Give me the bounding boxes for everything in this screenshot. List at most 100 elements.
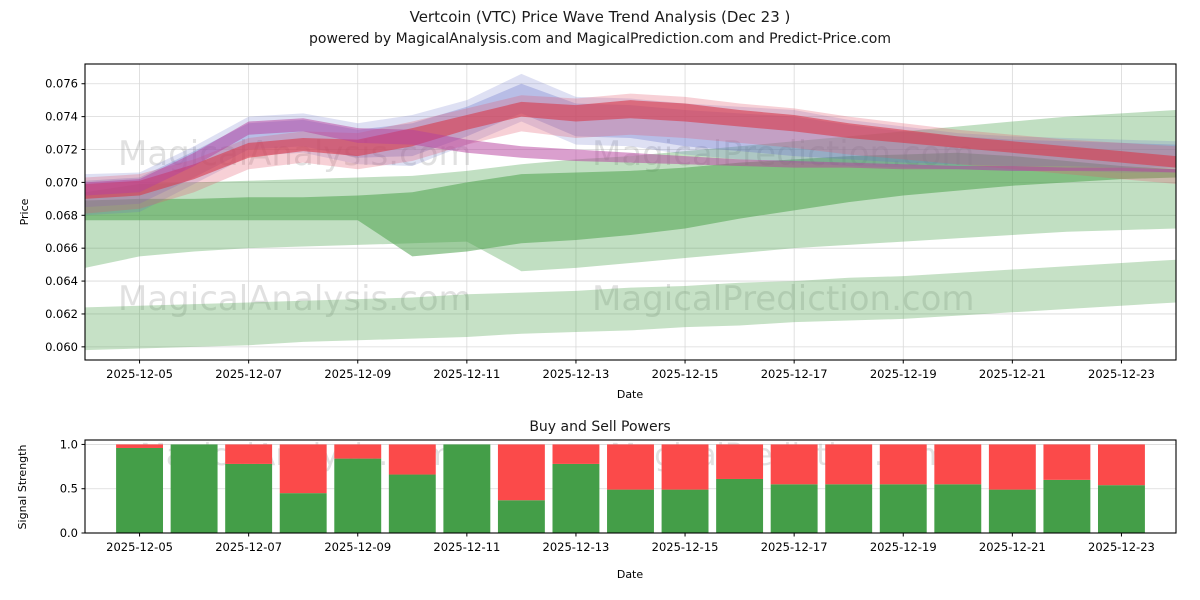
bar-group[interactable] bbox=[334, 444, 382, 533]
bar-group[interactable] bbox=[825, 444, 873, 533]
bar-group[interactable] bbox=[497, 444, 545, 533]
watermark-analysis-2: MagicalAnalysis.com bbox=[118, 279, 472, 319]
price-xtick-label-9: 2025-12-23 bbox=[1088, 367, 1155, 381]
price-ytick-label-5: 0.070 bbox=[45, 175, 78, 189]
band-wave-red-core-band bbox=[85, 100, 1176, 199]
buy-power-bar[interactable] bbox=[607, 489, 654, 533]
power-plot-frame bbox=[84, 439, 1177, 534]
bar-group[interactable] bbox=[661, 444, 709, 533]
price-ytick-label-0: 0.060 bbox=[45, 340, 78, 354]
band-support-inner-band bbox=[85, 152, 1176, 257]
price-xaxis-label: Date bbox=[617, 388, 644, 401]
sell-power-bar[interactable] bbox=[770, 444, 818, 485]
sell-power-bar[interactable] bbox=[1043, 444, 1091, 480]
buy-power-bar[interactable] bbox=[1043, 479, 1091, 533]
price-xtick-label-1: 2025-12-07 bbox=[215, 367, 282, 381]
sell-power-bar[interactable] bbox=[988, 444, 1036, 490]
power-xtick-label-1: 2025-12-07 bbox=[215, 540, 282, 554]
buy-power-bar[interactable] bbox=[225, 463, 273, 533]
power-ytick-label-0: 0.0 bbox=[60, 526, 78, 540]
sell-power-bar[interactable] bbox=[934, 444, 982, 485]
buy-power-bar[interactable] bbox=[443, 444, 491, 533]
bar-group[interactable] bbox=[443, 444, 491, 533]
buy-power-bar[interactable] bbox=[661, 489, 709, 533]
sell-power-bar[interactable] bbox=[497, 444, 545, 501]
power-xtick-label-2: 2025-12-09 bbox=[324, 540, 391, 554]
buy-power-bar[interactable] bbox=[716, 478, 764, 533]
sell-power-bar[interactable] bbox=[552, 444, 600, 464]
sell-power-bar[interactable] bbox=[388, 444, 436, 475]
buy-power-bar[interactable] bbox=[934, 484, 982, 533]
bar-group[interactable] bbox=[388, 444, 436, 533]
power-xtick-label-4: 2025-12-13 bbox=[543, 540, 610, 554]
power-xtick-label-6: 2025-12-17 bbox=[761, 540, 828, 554]
buy-power-bar[interactable] bbox=[497, 500, 545, 533]
buy-power-bar[interactable] bbox=[334, 458, 382, 533]
price-ytick-label-7: 0.074 bbox=[45, 110, 78, 124]
price-xtick-label-7: 2025-12-19 bbox=[870, 367, 937, 381]
sell-power-bar[interactable] bbox=[607, 444, 654, 490]
power-xtick-label-8: 2025-12-21 bbox=[979, 540, 1046, 554]
price-ytick-label-4: 0.068 bbox=[45, 208, 78, 222]
page-title: Vertcoin (VTC) Price Wave Trend Analysis… bbox=[409, 8, 791, 26]
bar-group[interactable] bbox=[116, 444, 164, 533]
bar-group[interactable] bbox=[716, 444, 764, 533]
sell-power-bar[interactable] bbox=[879, 444, 927, 485]
sell-power-bar[interactable] bbox=[116, 444, 164, 448]
price-xtick-label-4: 2025-12-13 bbox=[543, 367, 610, 381]
price-ytick-label-1: 0.062 bbox=[45, 307, 78, 321]
power-ytick-label-1: 0.5 bbox=[60, 482, 78, 496]
bar-group[interactable] bbox=[552, 444, 600, 533]
power-xtick-label-7: 2025-12-19 bbox=[870, 540, 937, 554]
sell-power-bar[interactable] bbox=[661, 444, 709, 490]
buy-power-bar[interactable] bbox=[170, 444, 218, 533]
power-xaxis-label: Date bbox=[617, 568, 644, 581]
sell-power-bar[interactable] bbox=[225, 444, 273, 464]
sell-power-bar[interactable] bbox=[825, 444, 873, 485]
price-ytick-label-6: 0.072 bbox=[45, 143, 78, 157]
sell-power-bar[interactable] bbox=[716, 444, 764, 479]
bar-group[interactable] bbox=[225, 444, 273, 533]
band-wave-red-outer-band bbox=[85, 93, 1176, 214]
price-ytick-label-2: 0.064 bbox=[45, 274, 78, 288]
power-ytick-label-2: 1.0 bbox=[60, 437, 78, 451]
bar-group[interactable] bbox=[934, 444, 982, 533]
band-wave-magenta-band bbox=[85, 118, 1176, 196]
watermark-prediction-3: MagicalPrediction.com bbox=[592, 279, 975, 319]
bar-group[interactable] bbox=[279, 444, 327, 533]
bar-group[interactable] bbox=[1097, 444, 1145, 533]
sell-power-bar[interactable] bbox=[334, 444, 382, 459]
buy-power-bar[interactable] bbox=[279, 493, 327, 533]
buy-power-bar[interactable] bbox=[116, 447, 164, 533]
buy-power-bar[interactable] bbox=[879, 484, 927, 533]
price-xtick-label-8: 2025-12-21 bbox=[979, 367, 1046, 381]
price-xtick-label-2: 2025-12-09 bbox=[324, 367, 391, 381]
power-xtick-label-9: 2025-12-23 bbox=[1088, 540, 1155, 554]
price-xtick-label-3: 2025-12-11 bbox=[433, 367, 500, 381]
price-ytick-label-3: 0.066 bbox=[45, 241, 78, 255]
buy-power-bar[interactable] bbox=[1097, 485, 1145, 533]
buy-power-bar[interactable] bbox=[825, 484, 873, 533]
power-xtick-label-5: 2025-12-15 bbox=[652, 540, 719, 554]
buy-sell-chart-title: Buy and Sell Powers bbox=[529, 419, 671, 435]
bar-group[interactable] bbox=[988, 444, 1036, 533]
bar-group[interactable] bbox=[170, 444, 218, 533]
bar-group[interactable] bbox=[879, 444, 927, 533]
bar-group[interactable] bbox=[607, 444, 654, 533]
buy-power-bar[interactable] bbox=[388, 474, 436, 533]
price-xtick-label-6: 2025-12-17 bbox=[761, 367, 828, 381]
buy-power-bar[interactable] bbox=[770, 484, 818, 533]
price-xtick-label-0: 2025-12-05 bbox=[106, 367, 173, 381]
buy-power-bar[interactable] bbox=[988, 489, 1036, 533]
price-yaxis-label: Price bbox=[18, 198, 31, 225]
sell-power-bar[interactable] bbox=[279, 444, 327, 494]
bar-group[interactable] bbox=[1043, 444, 1091, 533]
band-lower-support-band bbox=[85, 259, 1176, 351]
sell-power-bar[interactable] bbox=[1097, 444, 1145, 486]
buy-power-bar[interactable] bbox=[552, 463, 600, 533]
power-yaxis-label: Signal Strength bbox=[16, 445, 29, 530]
bar-group[interactable] bbox=[770, 444, 818, 533]
price-ytick-label-8: 0.076 bbox=[45, 77, 78, 91]
power-xtick-label-0: 2025-12-05 bbox=[106, 540, 173, 554]
